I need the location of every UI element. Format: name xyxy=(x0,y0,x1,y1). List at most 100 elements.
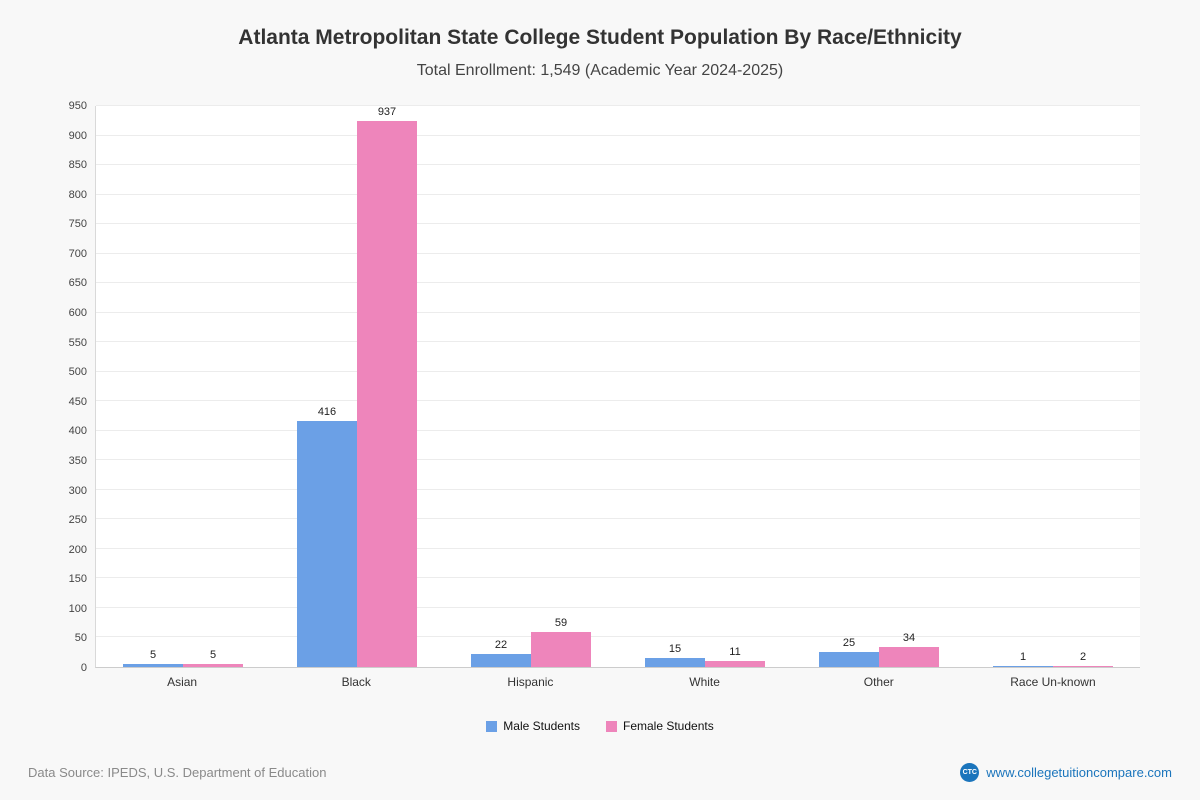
y-tick-label: 150 xyxy=(68,573,87,586)
x-tick-label: Hispanic xyxy=(507,675,554,689)
y-tick-label: 600 xyxy=(68,307,87,320)
y-tick-label: 750 xyxy=(68,218,87,231)
bar-value-label: 1 xyxy=(1019,651,1027,663)
bar-wrap: 34 xyxy=(879,106,939,667)
gridline xyxy=(96,311,1140,313)
bar[interactable] xyxy=(357,121,417,667)
gridline xyxy=(96,223,1140,225)
y-tick-label: 350 xyxy=(68,454,87,467)
bar[interactable] xyxy=(297,421,357,667)
bar-wrap: 59 xyxy=(531,106,591,667)
plot-area: 5 5 416 937 22 59 15 11 25 34 1 2 xyxy=(95,105,1140,668)
bar-wrap: 2 xyxy=(1053,106,1113,667)
gridline xyxy=(96,282,1140,284)
legend-item[interactable]: Male Students xyxy=(486,719,580,733)
gridline xyxy=(96,518,1140,520)
y-tick-label: 650 xyxy=(68,277,87,290)
gridline xyxy=(96,134,1140,136)
bar-group: 22 59 xyxy=(444,106,618,667)
x-tick-label: Other xyxy=(863,675,894,689)
x-tick-label: Race Un-known xyxy=(1010,675,1096,689)
bar-chart: 0 50 100 150 200 250 300 350 400 450 500 550 600 650 7… xyxy=(0,100,1200,733)
y-tick-label: 0 xyxy=(80,662,87,674)
gridline xyxy=(96,370,1140,372)
bar-wrap: 25 xyxy=(819,106,879,667)
bar-value-label: 11 xyxy=(729,645,741,658)
bar[interactable] xyxy=(183,664,243,667)
site-link[interactable]: CTC www.collegetuitioncompare.com xyxy=(960,763,1172,782)
legend-label: Male Students xyxy=(503,719,580,733)
chart-subtitle: Total Enrollment: 1,549 (Academic Year 2… xyxy=(416,62,784,79)
gridline xyxy=(96,547,1140,549)
legend-swatch-icon xyxy=(486,720,498,732)
y-axis-labels: 0 50 100 150 200 250 300 350 400 450 500 550 600 650 7… xyxy=(30,100,95,674)
bar[interactable] xyxy=(1053,665,1113,667)
bar-group: 15 11 xyxy=(618,106,792,667)
y-tick-label: 850 xyxy=(68,159,87,172)
bar[interactable] xyxy=(993,666,1053,667)
y-tick-label: 700 xyxy=(68,247,87,260)
x-tick-label: Asian xyxy=(167,675,198,689)
bar[interactable] xyxy=(471,654,531,667)
bar-value-label: 59 xyxy=(554,617,568,630)
gridline xyxy=(96,577,1140,579)
bar-value-label: 22 xyxy=(494,639,508,652)
legend-label: Female Students xyxy=(623,719,714,733)
bar-value-label: 34 xyxy=(902,631,916,644)
ctc-logo-icon: CTC xyxy=(960,763,980,782)
bar-wrap: 11 xyxy=(705,106,765,667)
bar-value-label: 5 xyxy=(149,649,157,662)
footer: Data Source: IPEDS, U.S. Department of E… xyxy=(0,763,1200,782)
y-tick-label: 950 xyxy=(68,100,87,112)
bar-wrap: 416 xyxy=(297,106,357,667)
bar-wrap: 22 xyxy=(471,106,531,667)
bar-value-label: 5 xyxy=(209,649,217,662)
bar[interactable] xyxy=(123,664,183,667)
gridline xyxy=(96,636,1140,638)
chart-title: Atlanta Metropolitan State College Stude… xyxy=(238,26,962,49)
bar-groups: 5 5 416 937 22 59 15 11 25 34 1 2 xyxy=(96,106,1140,667)
bar[interactable] xyxy=(819,652,879,667)
bar[interactable] xyxy=(705,660,765,667)
bar-group: 25 34 xyxy=(792,106,966,667)
legend-item[interactable]: Female Students xyxy=(606,719,714,733)
gridline xyxy=(96,459,1140,461)
bar-value-label: 2 xyxy=(1079,650,1087,663)
y-tick-label: 500 xyxy=(68,366,87,379)
gridline xyxy=(96,164,1140,166)
bar-wrap: 937 xyxy=(357,106,417,667)
data-source-note: Data Source: IPEDS, U.S. Department of E… xyxy=(28,765,327,780)
bar-wrap: 5 xyxy=(123,106,183,667)
legend: Male Students Female Students xyxy=(0,719,1200,733)
y-tick-label: 450 xyxy=(68,395,87,408)
bar-wrap: 1 xyxy=(993,106,1053,667)
bar-value-label: 15 xyxy=(668,643,682,656)
y-tick-label: 400 xyxy=(68,425,87,438)
bar[interactable] xyxy=(531,632,591,667)
bar-wrap: 5 xyxy=(183,106,243,667)
gridline xyxy=(96,105,1140,106)
bar-value-label: 416 xyxy=(317,406,337,419)
site-url-label: www.collegetuitioncompare.com xyxy=(986,765,1172,780)
y-tick-label: 900 xyxy=(68,129,87,142)
bar[interactable] xyxy=(879,646,939,667)
x-tick-label: White xyxy=(689,675,720,689)
bar[interactable] xyxy=(645,658,705,667)
y-tick-label: 200 xyxy=(68,543,87,556)
gridline xyxy=(96,193,1140,195)
x-axis-labels: Asian Black Hispanic White Other Race Un-know… xyxy=(95,668,1140,689)
y-tick-label: 50 xyxy=(74,632,87,645)
bar-value-label: 25 xyxy=(842,637,856,650)
x-tick-label: Black xyxy=(341,675,371,689)
gridline xyxy=(96,252,1140,254)
bar-value-label: 937 xyxy=(377,106,397,118)
y-tick-label: 550 xyxy=(68,336,87,349)
y-tick-label: 800 xyxy=(68,188,87,201)
gridline xyxy=(96,400,1140,402)
gridline xyxy=(96,341,1140,343)
bar-group: 416 937 xyxy=(270,106,444,667)
gridline xyxy=(96,488,1140,490)
